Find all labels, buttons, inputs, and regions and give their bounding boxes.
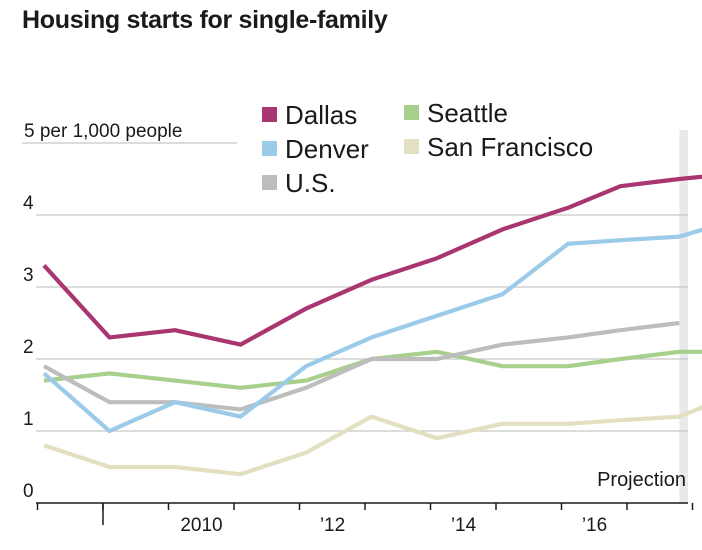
projection-label: Projection xyxy=(597,469,686,491)
y-tick-label: 1 xyxy=(23,409,34,430)
series-line-san-francisco xyxy=(43,405,702,477)
series-line-denver xyxy=(42,227,702,434)
chart-title: Housing starts for single-family xyxy=(22,6,388,34)
y-tick-label: 3 xyxy=(23,265,34,286)
projection-band xyxy=(679,130,688,503)
legend-swatch-seattle xyxy=(404,105,419,120)
legend-swatch-u-s xyxy=(262,175,277,190)
series-line-dallas xyxy=(42,174,702,347)
series-line-seattle xyxy=(43,349,702,390)
legend-swatch-dallas xyxy=(262,107,277,122)
legend-swatch-denver xyxy=(262,141,277,156)
y-tick-label: 2 xyxy=(23,337,34,358)
legend-label-san-francisco: San Francisco xyxy=(427,132,593,162)
y-tick-label: 4 xyxy=(23,193,34,214)
legend-label-u-s: U.S. xyxy=(285,168,336,198)
y-tick-label: 0 xyxy=(23,481,34,502)
legend-label-denver: Denver xyxy=(285,134,369,164)
x-tick-label: ’16 xyxy=(582,515,607,536)
series-line-u-s xyxy=(42,320,680,412)
x-tick-label: ’12 xyxy=(320,515,345,536)
legend-swatch-san-francisco xyxy=(404,139,419,154)
legend-label-dallas: Dallas xyxy=(285,100,357,130)
x-tick-label: ’14 xyxy=(451,515,477,536)
legend-label-seattle: Seattle xyxy=(427,98,508,128)
x-tick-label: 2010 xyxy=(180,515,222,536)
y-axis-unit-label: 5 per 1,000 people xyxy=(24,121,182,142)
